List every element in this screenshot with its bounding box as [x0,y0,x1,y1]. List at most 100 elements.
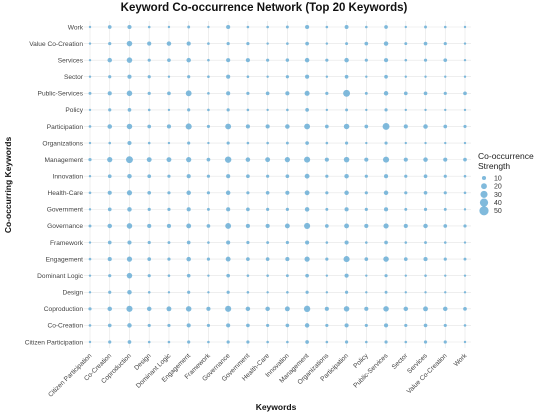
bubble-point [107,174,112,179]
bubble-point [463,224,467,228]
bubble-point [107,306,112,312]
bubble-point [266,274,269,277]
bubble-point [266,207,270,211]
bubble-point [186,174,191,179]
bubble-point [383,207,389,212]
bubble-point [126,57,133,63]
chart-title: Keyword Co-occurrence Network (Top 20 Ke… [121,2,408,14]
bubble-point [344,223,350,229]
bubble-point [88,91,92,95]
bubble-point [266,25,269,29]
bubble-point [246,108,250,112]
bubble-point [303,305,311,313]
bubble-point [246,257,250,261]
bubble-point [382,123,390,130]
bubble-point [166,223,172,229]
bubble-point [185,90,192,97]
legend-label: 40 [494,200,502,207]
bubble-point [344,207,349,212]
bubble-point [265,124,270,129]
bubble-point [187,108,191,112]
bubble-point [424,274,427,277]
bubble-point [187,340,191,344]
bubble-point [325,124,329,129]
bubble-point [383,223,389,229]
bubble-point [285,240,289,245]
bubble-point [284,157,290,163]
bubble-point [186,57,191,63]
bubble-point [206,207,210,211]
bubble-point [187,141,191,145]
bubble-point [444,141,447,145]
bubble-point [285,124,290,129]
y-tick-label: Organizations [42,140,83,147]
bubble-point [225,223,232,229]
bubble-point [304,57,310,63]
bubble-point [424,141,427,145]
bubble-point [304,173,310,179]
bubble-point [246,41,250,46]
bubble-point [284,306,290,312]
bubble-point [403,257,408,261]
bubble-point [167,323,171,328]
y-tick-label: Services [58,57,84,64]
bubble-point [88,241,92,244]
bubble-point [365,340,368,344]
bubble-point [443,323,447,328]
bubble-point [127,24,132,30]
bubble-point [463,241,467,244]
bubble-point [364,58,368,62]
y-tick-label: Sector [64,74,84,81]
bubble-point [285,58,290,62]
bubble-point [365,241,368,244]
bubble-point [88,141,92,145]
bubble-point [443,207,447,211]
bubble-point [207,58,210,62]
bubble-point [146,157,152,163]
bubble-point [423,91,428,96]
bubble-point [167,241,171,244]
bubble-point [226,340,230,344]
bubble-point [443,241,447,244]
bubble-point [325,58,329,62]
bubble-point [206,306,211,311]
bubble-point [463,191,467,195]
bubble-point [423,323,428,328]
bubble-point [285,25,289,29]
bubble-point [443,157,448,162]
bubble-point [88,125,92,128]
bubble-point [463,291,467,294]
bubble-point [285,174,290,179]
bubble-point [463,174,467,178]
bubble-point [324,157,329,162]
bubble-point [304,123,311,130]
bubble-point [206,124,211,129]
bubble-point [266,141,269,145]
bubble-point [344,57,349,63]
bubble-point [226,141,230,145]
bubble-point [147,290,151,294]
bubble-point [225,305,232,312]
bubble-point [108,41,112,46]
bubble-point [423,257,428,262]
bubble-point [88,108,92,112]
bubble-point [245,157,251,162]
bubble-point [325,257,329,261]
bubble-point [344,290,349,294]
bubble-point [463,340,467,344]
bubble-point [108,340,112,344]
bubble-point [325,241,329,244]
bubble-point [325,174,329,178]
bubble-point [463,58,467,62]
bubble-point [365,25,368,29]
bubble-point [266,58,270,62]
bubble-point [88,175,92,178]
bubble-point [147,58,151,62]
bubble-point [206,224,211,228]
bubble-point [246,323,250,328]
bubble-point [226,91,231,96]
bubble-point [325,75,329,78]
bubble-point [88,274,92,277]
bubble-point [285,75,289,79]
